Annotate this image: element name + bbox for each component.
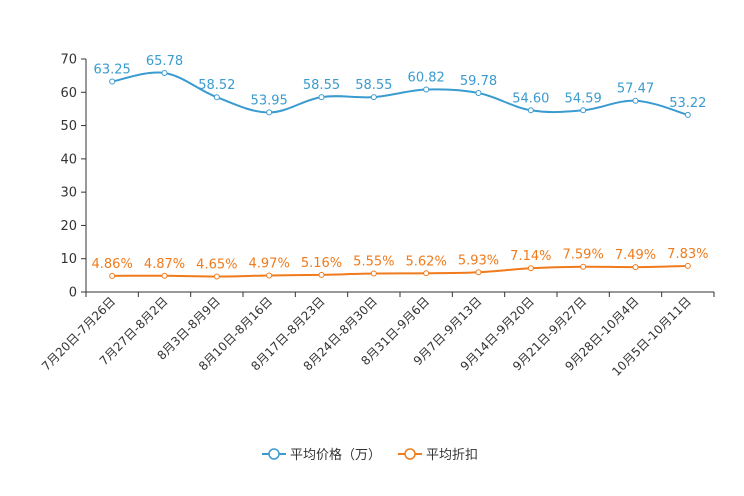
data-point[interactable] bbox=[527, 265, 534, 272]
legend-item-2[interactable]: 平均折扣 bbox=[398, 448, 478, 463]
data-label: 5.55% bbox=[353, 255, 394, 270]
series-line bbox=[112, 264, 688, 278]
data-point[interactable] bbox=[370, 270, 377, 277]
data-point[interactable] bbox=[318, 94, 325, 101]
data-point[interactable] bbox=[161, 272, 168, 279]
legend-label: 平均价格（万） bbox=[290, 447, 381, 463]
data-label: 60.82 bbox=[408, 71, 445, 86]
series-2: 4.86% 4.87% 4.65% 4.97% 5.16% 5.55% 5.62% 5.93%… bbox=[92, 247, 708, 280]
data-label: 7.49% bbox=[615, 248, 656, 263]
data-label: 54.59 bbox=[565, 91, 602, 106]
legend-marker-icon bbox=[268, 448, 280, 460]
data-point[interactable] bbox=[109, 78, 116, 85]
data-point[interactable] bbox=[580, 263, 587, 270]
legend-item-1[interactable]: 平均价格（万） bbox=[262, 447, 381, 463]
legend-label: 平均折扣 bbox=[426, 448, 478, 463]
data-label: 63.25 bbox=[94, 62, 131, 77]
data-point[interactable] bbox=[423, 86, 430, 93]
data-point[interactable] bbox=[684, 111, 691, 118]
data-label: 53.95 bbox=[251, 93, 288, 108]
data-point[interactable] bbox=[684, 262, 691, 269]
y-tick-label: 50 bbox=[60, 119, 77, 134]
data-label: 53.22 bbox=[669, 96, 706, 111]
y-tick-label: 40 bbox=[60, 152, 77, 167]
axes: 0102030405060707月20日-7月26日7月27日-8月2日8月3日… bbox=[39, 53, 715, 379]
data-label: 4.87% bbox=[144, 257, 185, 272]
data-point[interactable] bbox=[213, 94, 220, 101]
data-point[interactable] bbox=[109, 272, 116, 279]
y-tick-label: 30 bbox=[60, 186, 77, 201]
data-label: 54.60 bbox=[512, 91, 549, 106]
data-point[interactable] bbox=[527, 107, 534, 114]
data-point[interactable] bbox=[266, 109, 273, 116]
series-line bbox=[111, 71, 689, 116]
data-label: 5.16% bbox=[301, 256, 342, 271]
series-group: 63.25 65.78 58.52 53.95 58.55 58.55 60.82 59.78… bbox=[92, 54, 708, 280]
data-label: 57.47 bbox=[617, 82, 654, 97]
y-tick-label: 70 bbox=[60, 53, 77, 68]
y-tick-label: 20 bbox=[60, 219, 77, 234]
data-label: 58.55 bbox=[303, 78, 340, 93]
data-label: 58.55 bbox=[355, 78, 392, 93]
legend[interactable]: 平均价格（万） 平均折扣 bbox=[262, 447, 478, 463]
data-label: 4.65% bbox=[196, 258, 237, 273]
data-label: 7.59% bbox=[563, 248, 604, 263]
data-point[interactable] bbox=[161, 70, 168, 77]
data-point[interactable] bbox=[580, 107, 587, 114]
data-label: 7.83% bbox=[667, 247, 708, 262]
data-point[interactable] bbox=[475, 90, 482, 97]
legend-marker-icon bbox=[404, 448, 416, 460]
y-tick-label: 10 bbox=[60, 252, 77, 267]
data-label: 59.78 bbox=[460, 74, 497, 89]
data-point[interactable] bbox=[266, 272, 273, 279]
data-point[interactable] bbox=[213, 273, 220, 280]
y-tick-label: 60 bbox=[60, 86, 77, 101]
series-1: 63.25 65.78 58.52 53.95 58.55 58.55 60.82 59.78… bbox=[94, 54, 706, 118]
data-label: 65.78 bbox=[146, 54, 183, 69]
data-label: 5.93% bbox=[458, 253, 499, 268]
data-point[interactable] bbox=[475, 269, 482, 276]
data-label: 7.14% bbox=[510, 249, 551, 264]
y-tick-label: 0 bbox=[69, 286, 77, 301]
data-label: 4.97% bbox=[249, 256, 290, 271]
data-point[interactable] bbox=[423, 270, 430, 277]
data-label: 58.52 bbox=[198, 78, 235, 93]
data-point[interactable] bbox=[370, 94, 377, 101]
data-point[interactable] bbox=[632, 264, 639, 271]
data-point[interactable] bbox=[318, 271, 325, 278]
data-label: 5.62% bbox=[406, 254, 447, 269]
data-point[interactable] bbox=[632, 97, 639, 104]
data-label: 4.86% bbox=[92, 257, 133, 272]
